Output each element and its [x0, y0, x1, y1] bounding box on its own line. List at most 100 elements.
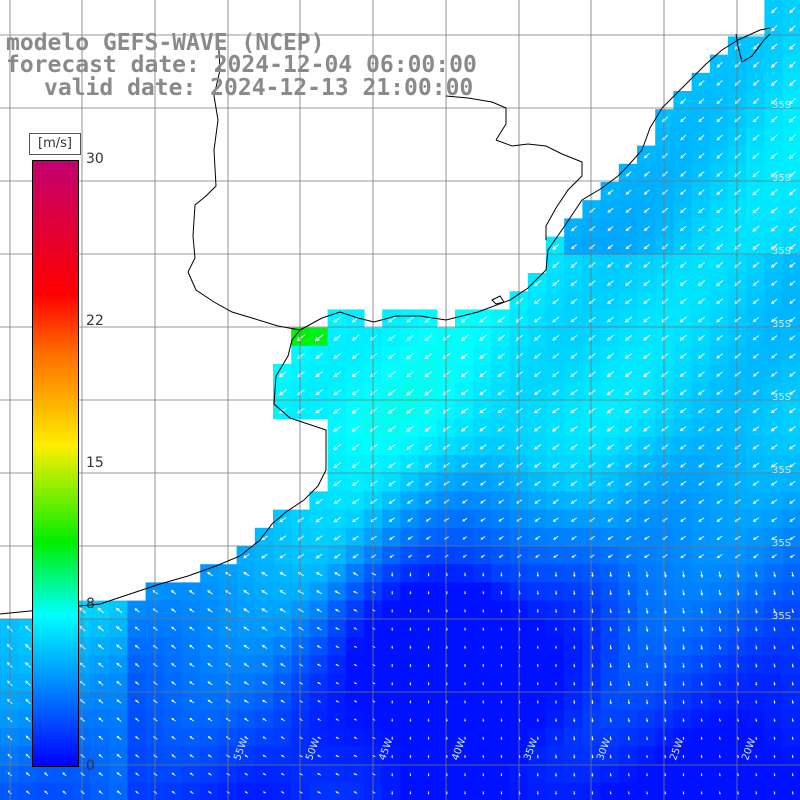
speed-cell [564, 673, 583, 693]
wind-arrow [425, 536, 431, 540]
speed-cell [782, 527, 800, 547]
speed-cell [582, 782, 602, 800]
wind-arrow [534, 517, 541, 522]
wind-arrow [207, 754, 213, 758]
speed-cell [527, 400, 547, 420]
wind-arrow [662, 134, 669, 141]
speed-cell [618, 218, 638, 238]
speed-cell [527, 764, 547, 784]
wind-arrow [627, 736, 630, 741]
speed-cell [637, 309, 656, 329]
wind-arrow [388, 517, 396, 522]
speed-cell [691, 254, 711, 274]
speed-cell [546, 509, 565, 529]
wind-arrow [791, 663, 794, 668]
wind-arrow [462, 517, 468, 522]
wind-arrow [243, 626, 250, 631]
wind-arrow [537, 627, 539, 631]
wind-arrow [719, 718, 721, 722]
wind-arrow [679, 426, 687, 432]
wind-arrow [497, 389, 505, 396]
wind-arrow [606, 280, 614, 287]
wind-arrow [427, 718, 430, 722]
speed-cell [546, 582, 565, 602]
speed-cell [782, 36, 800, 56]
wind-arrow [698, 207, 705, 214]
wind-arrow [315, 389, 323, 396]
speed-cell [418, 618, 438, 638]
wind-arrow [262, 754, 267, 758]
wind-arrow [591, 645, 594, 650]
speed-cell [618, 509, 638, 529]
wind-arrow [98, 790, 103, 795]
wind-arrow [698, 426, 705, 432]
wind-arrow [752, 462, 760, 468]
speed-cell [655, 764, 674, 784]
wind-arrow [755, 700, 758, 704]
wind-arrow [208, 772, 212, 776]
wind-arrow [625, 189, 632, 195]
speed-cell [655, 109, 674, 128]
speed-cell [400, 655, 420, 674]
speed-cell [764, 473, 784, 492]
wind-arrow [752, 152, 760, 159]
speed-cell [637, 163, 656, 183]
wind-arrow [698, 517, 705, 522]
speed-cell [600, 764, 620, 784]
wind-arrow [464, 609, 466, 613]
wind-arrow [334, 609, 340, 613]
wind-arrow [116, 753, 122, 759]
speed-cell [637, 509, 656, 529]
speed-cell [673, 673, 693, 693]
wind-arrow [752, 280, 760, 286]
speed-cell [600, 400, 620, 420]
wind-arrow [606, 262, 614, 268]
wind-arrow [770, 170, 778, 178]
wind-arrow [482, 791, 485, 795]
speed-cell [491, 637, 511, 656]
speed-cell [564, 455, 583, 474]
wind-arrow [789, 316, 796, 323]
wind-arrow [737, 700, 740, 704]
lat-label: 35S [772, 465, 792, 476]
speed-cell [546, 382, 565, 401]
wind-arrow [464, 773, 466, 777]
speed-cell [655, 491, 674, 511]
speed-cell [709, 200, 729, 219]
wind-arrow [116, 699, 122, 704]
speed-cell [400, 382, 420, 401]
speed-cell [582, 273, 602, 292]
speed-cell [455, 582, 474, 602]
speed-cell [327, 345, 347, 365]
wind-arrow [262, 736, 267, 740]
speed-cell [564, 655, 583, 674]
wind-arrow [716, 80, 723, 86]
lat-label: 35S [772, 100, 792, 111]
wind-arrow [351, 517, 360, 523]
wind-arrow [645, 644, 649, 651]
speed-cell [309, 509, 329, 529]
wind-arrow [406, 334, 415, 341]
speed-cell [637, 273, 656, 292]
wind-arrow [591, 699, 594, 705]
speed-cell [637, 145, 656, 165]
wind-arrow [700, 791, 703, 795]
wind-arrow [515, 407, 523, 414]
speed-cell [691, 382, 711, 401]
speed-cell [600, 746, 620, 765]
wind-arrow [697, 280, 705, 287]
speed-cell [382, 582, 401, 602]
wind-arrow [770, 426, 778, 432]
speed-cell [655, 163, 674, 183]
speed-cell [309, 345, 329, 365]
speed-cell [618, 400, 638, 420]
wind-arrow [353, 773, 358, 776]
speed-cell [728, 382, 747, 401]
wind-arrow [570, 407, 578, 414]
speed-cell [273, 400, 292, 420]
speed-cell [291, 382, 310, 401]
speed-cell [782, 546, 800, 565]
speed-cell [618, 600, 638, 620]
speed-cell [345, 509, 365, 529]
